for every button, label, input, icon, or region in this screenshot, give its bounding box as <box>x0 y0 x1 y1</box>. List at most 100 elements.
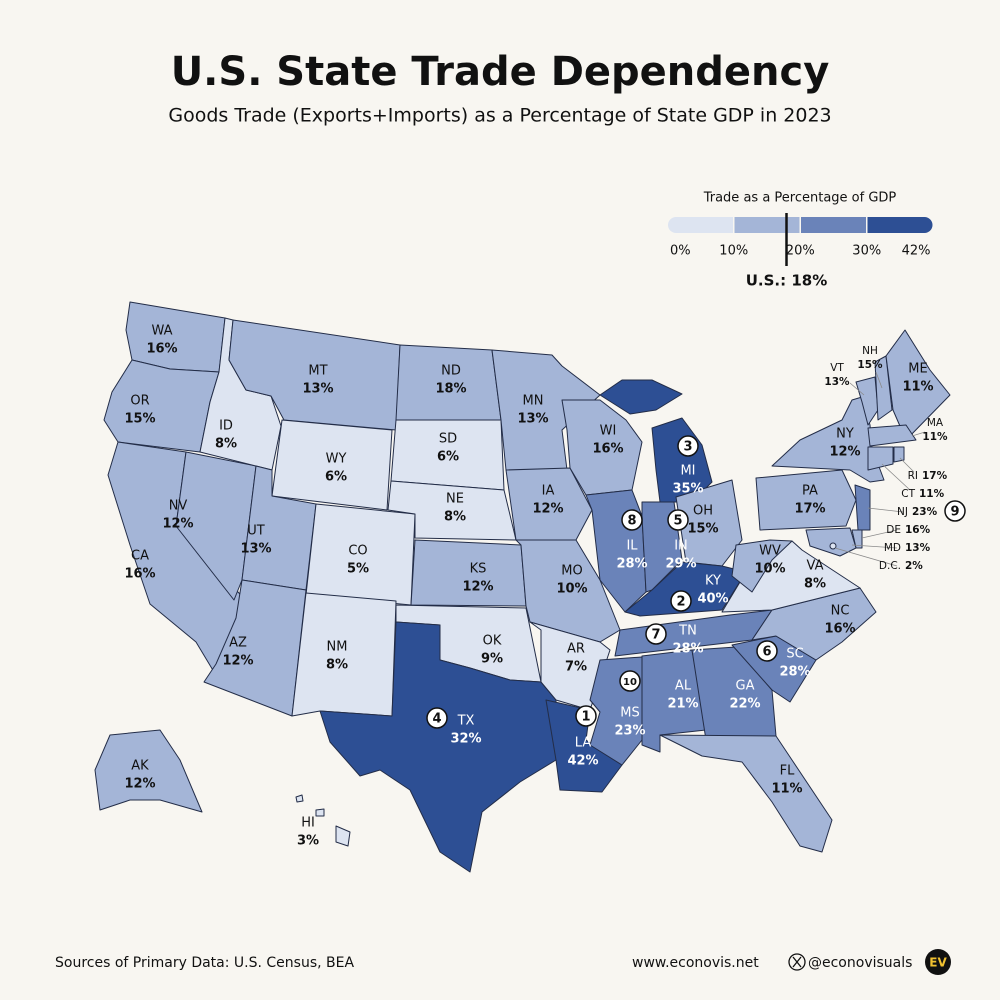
state-shape <box>410 539 527 607</box>
state-value: 12% <box>124 777 155 792</box>
state-abbr: WI <box>600 424 617 439</box>
state-value: 28% <box>779 665 810 680</box>
state-value: 9% <box>481 652 503 667</box>
state-abbr: NC <box>831 604 850 619</box>
state-abbr: WV <box>759 544 781 559</box>
rank-badge <box>621 509 643 531</box>
state-value: 12% <box>532 502 563 517</box>
leader-line <box>875 371 883 389</box>
state-value: 7% <box>565 660 587 675</box>
state-shape <box>771 396 885 483</box>
state-value: 16% <box>146 342 177 357</box>
leader-line <box>851 544 898 549</box>
state-shape <box>829 542 837 550</box>
website: www.econovis.net <box>632 955 759 971</box>
state-abbr: ID <box>219 419 233 434</box>
rank-number: 9 <box>950 505 959 520</box>
state-shape <box>855 376 879 426</box>
state-abbr: VT <box>830 362 844 374</box>
rank-number: 3 <box>683 440 692 455</box>
leader-line <box>834 547 898 567</box>
state-abbr: MD <box>884 542 901 554</box>
leader-line <box>881 463 911 491</box>
state-abbr: AR <box>567 642 585 657</box>
rank-number: 6 <box>762 645 771 660</box>
state-value: 35% <box>672 482 703 497</box>
state-value: 23% <box>912 506 938 518</box>
rank-badge <box>426 707 448 729</box>
legend-tick-label: 0% <box>670 244 691 259</box>
state-shape <box>491 349 601 471</box>
rank-number: 2 <box>676 595 685 610</box>
state-shape <box>751 587 877 661</box>
state-shape <box>94 729 203 813</box>
state-value: 17% <box>922 470 948 482</box>
state-value: 29% <box>665 557 696 572</box>
state-value: 32% <box>450 732 481 747</box>
state-value: 8% <box>215 437 237 452</box>
handle: @econovisuals <box>808 955 912 971</box>
x-icon <box>788 953 806 971</box>
state-abbr: PA <box>802 484 818 499</box>
state-abbr: WA <box>151 324 172 339</box>
state-value: 11% <box>919 488 945 500</box>
logo: EV <box>929 956 947 970</box>
state-value: 5% <box>347 562 369 577</box>
state-value: 3% <box>297 834 319 849</box>
state-value: 40% <box>697 592 728 607</box>
legend-title: Trade as a Percentage of GDP <box>703 191 897 206</box>
state-value: 13% <box>517 412 548 427</box>
leader-line <box>899 457 915 473</box>
state-shape <box>387 480 517 541</box>
state-abbr: DE <box>886 524 901 536</box>
source: Sources of Primary Data: U.S. Census, BE… <box>55 955 354 971</box>
state-shape <box>885 329 951 441</box>
state-abbr: TN <box>678 624 697 639</box>
state-abbr: FL <box>780 764 795 779</box>
state-value: 2% <box>905 560 923 572</box>
state-value: 15% <box>124 412 155 427</box>
rank-number: 5 <box>673 514 682 529</box>
state-value: 17% <box>794 502 825 517</box>
state-abbr: MI <box>680 464 695 479</box>
state-value: 42% <box>567 754 598 769</box>
state-shape <box>175 451 257 601</box>
rank-number: 1 <box>581 710 590 725</box>
state-abbr: KS <box>470 562 487 577</box>
state-abbr: OR <box>130 394 149 409</box>
state-abbr: CA <box>131 549 149 564</box>
leader-line <box>911 431 926 437</box>
legend-tick-label: 42% <box>902 244 931 259</box>
state-value: 16% <box>824 622 855 637</box>
state-shape <box>755 469 857 531</box>
state-value: 6% <box>325 470 347 485</box>
state-abbr: ME <box>908 362 927 377</box>
state-abbr: ND <box>441 364 461 379</box>
state-abbr: WY <box>326 452 347 467</box>
state-shape <box>291 592 397 717</box>
state-abbr: VA <box>807 559 824 574</box>
legend-swatch <box>734 217 800 233</box>
rank-badge <box>670 590 692 612</box>
state-value: 15% <box>857 359 883 371</box>
state-value: 22% <box>729 697 760 712</box>
title: U.S. State Trade Dependency <box>171 49 830 95</box>
rank-badge <box>667 509 689 531</box>
state-value: 11% <box>902 380 933 395</box>
state-shape <box>295 794 351 847</box>
state-value: 8% <box>326 658 348 673</box>
rank-badge <box>575 705 597 727</box>
state-abbr: UT <box>247 524 265 539</box>
legend: 0% 10% 20% 30% 42% U.S.: 18% <box>668 213 933 290</box>
state-abbr: AZ <box>229 636 247 651</box>
state-abbr: NE <box>446 492 464 507</box>
state-abbr: NH <box>862 345 878 357</box>
state-abbr: NJ <box>897 506 908 518</box>
state-value: 10% <box>754 562 785 577</box>
rank-badge <box>677 435 699 457</box>
state-abbr: CT <box>901 488 915 500</box>
rank-badge <box>756 640 778 662</box>
state-abbr: CO <box>348 544 367 559</box>
legend-swatch-cap <box>676 217 733 233</box>
rank-badge <box>619 670 641 692</box>
